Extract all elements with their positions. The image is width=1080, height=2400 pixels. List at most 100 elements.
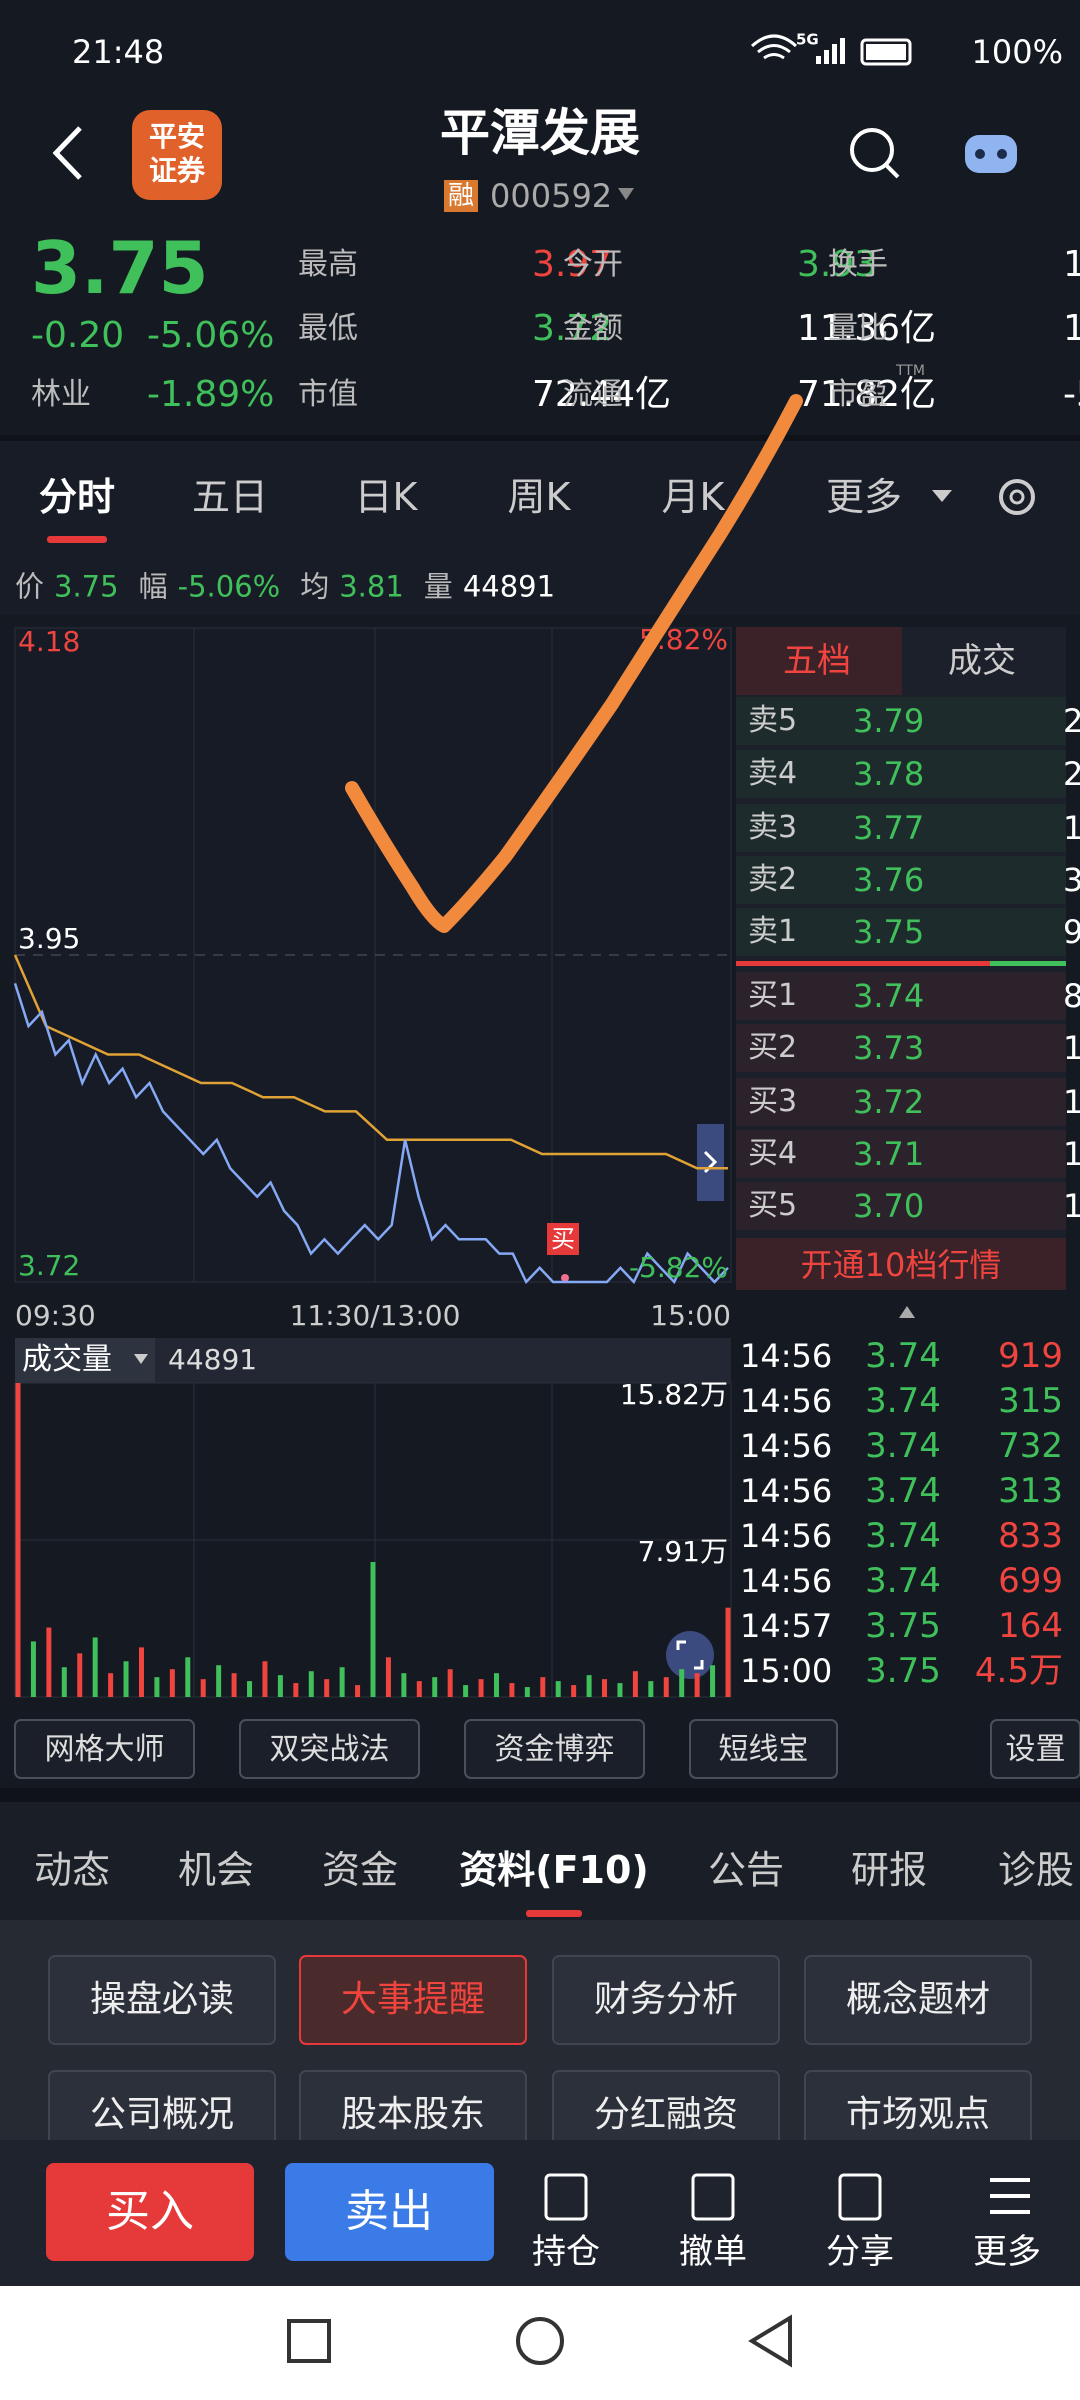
trade-volume: 833: [998, 1516, 1063, 1556]
volume-bar: [15, 1383, 21, 1697]
volume-indicator[interactable]: 成交量: [22, 1342, 112, 1377]
field-value: -58.65: [1063, 374, 1080, 415]
trade-volume: 699: [998, 1561, 1063, 1601]
f10-button: [804, 1955, 1032, 2045]
field-value: 1.10: [1063, 308, 1080, 349]
field-value: 3.72: [532, 308, 613, 349]
info-label: 量: [423, 569, 453, 604]
f10-label[interactable]: 大事提醒: [340, 1979, 486, 2020]
time-label: 11:30/13:00: [289, 1299, 461, 1332]
f10-label[interactable]: 公司概况: [89, 2094, 235, 2135]
nav-back[interactable]: [748, 2314, 792, 2368]
section-tab[interactable]: 诊股: [997, 1848, 1075, 1892]
action-label[interactable]: 更多: [973, 2232, 1041, 2272]
section-tab[interactable]: 资料(F10): [459, 1848, 649, 1892]
nav-home[interactable]: [516, 2317, 564, 2365]
trade-time: 14:56: [740, 1382, 833, 1420]
f10-label[interactable]: 财务分析: [593, 1979, 739, 2020]
buy-label[interactable]: 买入: [106, 2186, 194, 2237]
f10-label[interactable]: 股本股东: [340, 2094, 486, 2135]
depth-price: 3.76: [853, 861, 925, 899]
f10-label[interactable]: 市场观点: [845, 2094, 991, 2135]
pct-label: 5.82%: [639, 623, 728, 656]
trade-time: 14:57: [740, 1607, 833, 1645]
chart-tab[interactable]: 周K: [507, 475, 571, 519]
settings-icon-core: [1009, 489, 1025, 505]
position-icon: [544, 2173, 588, 2221]
f10-label[interactable]: 分红融资: [593, 2094, 739, 2135]
info-value: 44891: [462, 569, 556, 604]
depth-price: 3.77: [853, 809, 925, 847]
search-icon[interactable]: [850, 128, 894, 172]
depth-row: [736, 1024, 1066, 1072]
depth-row: [736, 972, 1066, 1020]
section-tab[interactable]: 研报: [850, 1848, 928, 1892]
logo-text: 证券: [148, 154, 206, 187]
cancel-icon: [691, 2173, 735, 2221]
field-label: 最低: [298, 311, 358, 346]
chart-tab[interactable]: 分时: [38, 475, 116, 519]
section-tab[interactable]: 公告: [707, 1848, 785, 1892]
volume-bar: [385, 1657, 391, 1697]
depth-volume: 3040: [1063, 861, 1080, 899]
nav-recent[interactable]: [287, 2319, 331, 2363]
action-label[interactable]: 撤单: [679, 2232, 747, 2272]
chart-tab[interactable]: 日K: [354, 475, 418, 519]
sector-change: -1.89%: [147, 374, 275, 415]
back-icon[interactable]: [52, 126, 82, 180]
depth-row: [736, 1182, 1066, 1230]
tool-label[interactable]: 设置: [1005, 1732, 1066, 1767]
chart-tab[interactable]: 五日: [191, 475, 269, 519]
settings-icon[interactable]: [999, 479, 1035, 515]
assistant-icon[interactable]: [965, 135, 1017, 173]
trade-price: 3.74: [865, 1561, 941, 1601]
upgrade-link[interactable]: 开通10档行情: [800, 1246, 1002, 1284]
fullscreen-icon[interactable]: [666, 1631, 714, 1679]
chart-tab[interactable]: 更多: [825, 475, 903, 519]
section-tab[interactable]: 机会: [177, 1848, 255, 1892]
more-dropdown[interactable]: [932, 490, 952, 502]
tool-label[interactable]: 短线宝: [718, 1732, 809, 1767]
volume-bar: [77, 1653, 83, 1697]
action-label[interactable]: 分享: [826, 2232, 894, 2272]
depth-price: 3.72: [853, 1083, 925, 1121]
collapse-arrow[interactable]: [899, 1306, 915, 1318]
status-time: 21:48: [72, 33, 165, 71]
code-dropdown[interactable]: [618, 188, 634, 200]
expand-tab[interactable]: [697, 1124, 724, 1201]
depth-label: 买3: [748, 1084, 798, 1119]
time-label: 09:30: [15, 1299, 96, 1332]
volume-bar: [679, 1669, 685, 1697]
volume-dropdown[interactable]: [134, 1354, 148, 1364]
tool-label[interactable]: 网格大师: [44, 1732, 165, 1767]
volume-bar: [355, 1685, 361, 1697]
sell-label[interactable]: 卖出: [345, 2186, 433, 2237]
trade-time: 14:56: [740, 1337, 833, 1375]
y-tick-label: 7.91万: [637, 1535, 728, 1568]
depth-volume: 1.53万: [1063, 1083, 1080, 1121]
order-book-tab[interactable]: 成交: [948, 641, 1016, 681]
f10-label[interactable]: 操盘必读: [89, 1979, 235, 2020]
field-label: 量比: [828, 311, 888, 346]
stock-name: 平潭发展: [440, 104, 640, 162]
tool-label[interactable]: 资金博弈: [494, 1732, 615, 1767]
chart-tab[interactable]: 月K: [661, 475, 725, 519]
order-book-tab[interactable]: 五档: [783, 641, 851, 681]
volume-bar: [524, 1687, 530, 1697]
section-tab[interactable]: 资金: [321, 1848, 399, 1892]
trade-volume: 732: [998, 1426, 1063, 1466]
field-label: 今开: [563, 247, 623, 282]
depth-price: 3.73: [853, 1029, 925, 1067]
depth-label: 买1: [748, 978, 798, 1013]
info-value: -5.06%: [177, 569, 281, 604]
trade-price: 3.75: [865, 1651, 941, 1691]
action-label[interactable]: 持仓: [532, 2232, 600, 2272]
trade-volume: 315: [998, 1381, 1063, 1421]
f10-label[interactable]: 概念题材: [845, 1979, 991, 2020]
field-sup: TTM: [896, 363, 925, 379]
volume-bar: [463, 1685, 469, 1697]
tool-label[interactable]: 双突战法: [269, 1732, 390, 1767]
section-tab[interactable]: 动态: [33, 1848, 111, 1892]
price-change-pct: -5.06%: [147, 315, 275, 356]
trade-volume: 919: [998, 1336, 1063, 1376]
